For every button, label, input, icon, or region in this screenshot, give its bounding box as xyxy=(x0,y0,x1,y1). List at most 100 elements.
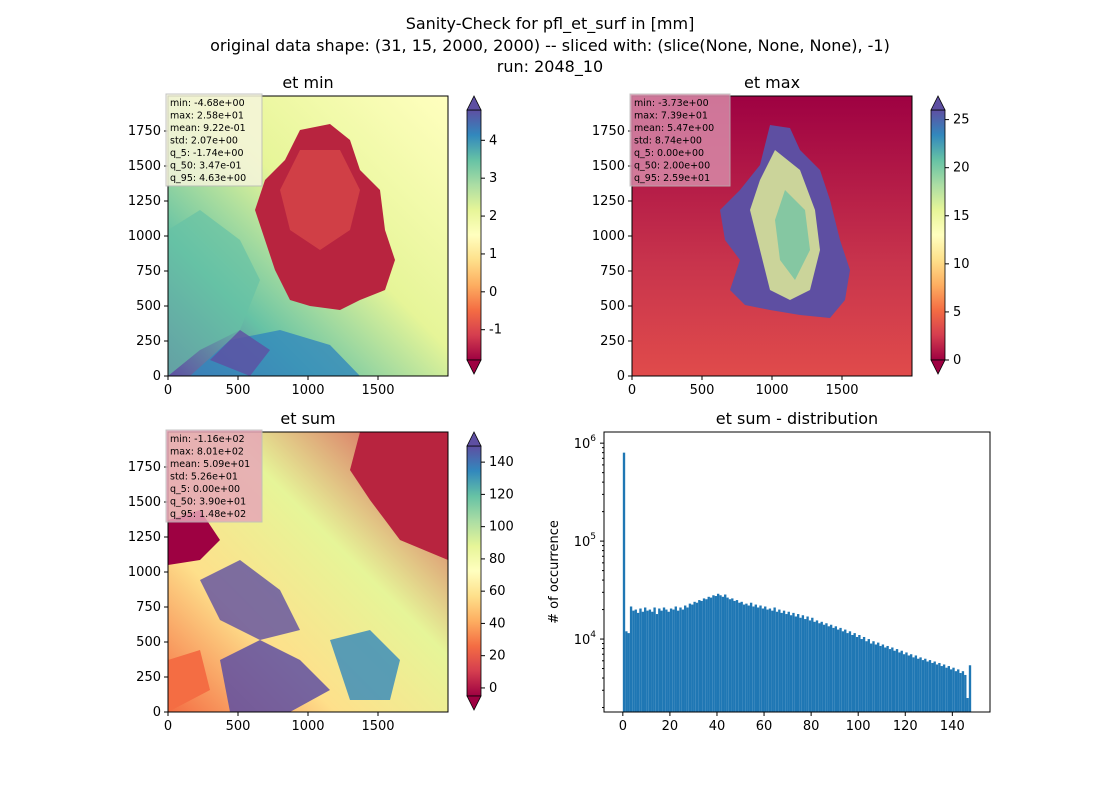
stat-line: min: -3.73e+00 xyxy=(634,98,709,109)
histogram-bar xyxy=(827,626,830,712)
stat-line: std: 5.26e+01 xyxy=(170,472,238,483)
suptitle-line-1: Sanity-Check for pfl_et_surf in [mm] xyxy=(406,14,695,34)
histogram-bar xyxy=(940,666,943,712)
stat-line: mean: 5.09e+01 xyxy=(170,459,250,470)
histogram-bar xyxy=(905,652,908,712)
histogram-bar xyxy=(825,623,828,712)
histogram-bar xyxy=(909,654,913,712)
y-tick-label: 1500 xyxy=(592,159,625,174)
histogram-bar xyxy=(660,610,663,712)
x-tick-label: 0 xyxy=(619,719,627,734)
y-tick-label: 1000 xyxy=(128,229,161,244)
axes-et-min: 0 500 1000 1500 0 250 500 750 1000 1250 1500 1750 xyxy=(128,124,395,398)
histogram-bar xyxy=(832,627,835,712)
histogram-bar xyxy=(733,600,736,712)
histogram-bar xyxy=(622,452,626,712)
x-tick-label: 1000 xyxy=(291,383,324,398)
histogram-bar xyxy=(768,608,772,712)
stat-line: max: 8.01e+02 xyxy=(170,447,244,458)
histogram-bar xyxy=(782,610,786,712)
histogram-bar xyxy=(646,610,649,712)
histogram-bar xyxy=(634,609,637,712)
histogram-bar xyxy=(928,660,932,712)
histogram-bar xyxy=(773,607,776,712)
histogram-bar xyxy=(780,612,783,712)
histogram-bar xyxy=(888,649,892,712)
stat-line: q_95: 4.63e+00 xyxy=(170,173,246,184)
histogram-bar xyxy=(898,652,901,712)
y-tick-label: 104 xyxy=(574,630,597,648)
stat-line: q_50: 3.47e-01 xyxy=(170,161,242,172)
histogram-bar xyxy=(931,662,934,712)
histogram-bar xyxy=(839,627,842,712)
x-tick-label: 0 xyxy=(164,383,172,398)
colorbar-tick-label: 20 xyxy=(953,161,970,176)
y-tick-label: 1500 xyxy=(128,159,161,174)
histogram-bar xyxy=(797,614,800,712)
stat-line: std: 8.74e+00 xyxy=(634,136,702,147)
histogram-bar xyxy=(632,610,635,712)
histogram-bar xyxy=(735,600,739,712)
histogram-bars xyxy=(622,452,972,712)
histogram-bar xyxy=(676,610,680,712)
histogram-bar xyxy=(966,698,969,712)
histogram-bar xyxy=(665,609,668,712)
histogram-bar xyxy=(669,608,673,712)
stat-line: q_50: 3.90e+01 xyxy=(170,497,246,508)
y-tick-label: 1500 xyxy=(128,495,161,510)
histogram-bar xyxy=(837,629,840,712)
histogram-bar xyxy=(954,671,958,712)
colorbar-tick-label: 2 xyxy=(489,209,497,224)
colorbar-tick-label: 120 xyxy=(489,487,514,502)
histogram-bar xyxy=(815,620,819,712)
histogram-bar xyxy=(785,614,788,712)
histogram-ylabel: # of occurrence xyxy=(547,520,562,624)
histogram-frame xyxy=(603,431,991,713)
histogram-bar xyxy=(938,662,941,712)
histogram-bar xyxy=(658,608,661,712)
histogram-bar xyxy=(881,644,885,712)
histogram-bar xyxy=(693,601,696,712)
x-tick-label: 20 xyxy=(662,719,679,734)
histogram-bar xyxy=(719,595,722,712)
histogram-bar xyxy=(794,616,797,712)
colorbar-tick-label: 40 xyxy=(489,616,506,631)
colorbar-tick-label: 15 xyxy=(953,209,970,224)
histogram-bar xyxy=(667,611,670,712)
heatmap-et-min xyxy=(167,95,449,377)
histogram-bar xyxy=(855,636,859,712)
histogram-bar xyxy=(933,661,936,712)
histogram-bar xyxy=(919,657,922,712)
histogram-bar xyxy=(945,667,948,712)
x-tick-label: 60 xyxy=(756,719,773,734)
colorbar-tick-label: 0 xyxy=(489,681,497,696)
colorbar-tick-label: 3 xyxy=(489,171,497,186)
histogram-bar xyxy=(636,612,640,712)
panel-et-sum: et sum 0 500 1000 1500025050075010001250150… xyxy=(128,409,514,734)
y-tick-label: 1750 xyxy=(128,124,161,139)
colorbar-tick-label: 100 xyxy=(489,520,514,535)
histogram-bar xyxy=(811,617,814,712)
stat-line: max: 2.58e+01 xyxy=(170,111,244,122)
histogram-bar xyxy=(957,669,960,712)
histogram-bar xyxy=(869,643,873,712)
histogram-bar xyxy=(653,607,656,712)
colorbar-tick-label: 10 xyxy=(953,257,970,272)
colorbar-tick-label: 80 xyxy=(489,552,506,567)
histogram-bar xyxy=(688,603,692,712)
histogram-bar xyxy=(766,609,769,712)
colorbar-tick-label: 4 xyxy=(489,133,497,148)
histogram-bar xyxy=(841,631,845,712)
histogram-bar xyxy=(691,604,694,712)
histogram-bar xyxy=(858,635,861,712)
histogram-bar xyxy=(872,641,875,712)
y-tick-label: 500 xyxy=(600,299,625,314)
histogram-bar xyxy=(789,615,793,712)
stat-line: q_5: 0.00e+00 xyxy=(634,148,704,159)
histogram-bar xyxy=(808,620,812,712)
histogram-bar xyxy=(749,602,753,712)
colorbar-tick-label: 140 xyxy=(489,455,514,470)
y-tick-label: 1000 xyxy=(128,565,161,580)
